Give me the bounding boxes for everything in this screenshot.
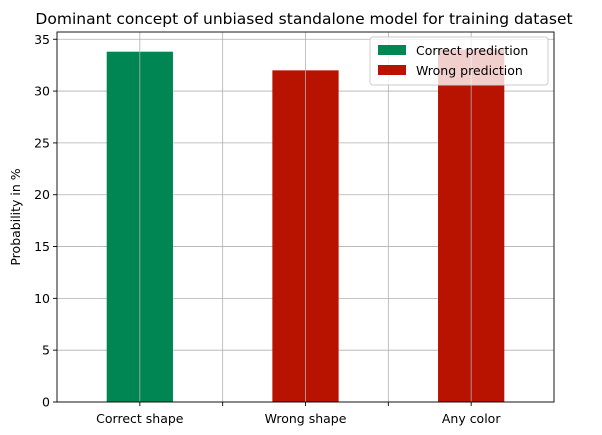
x-tick-label-0: Correct shape [96, 411, 184, 426]
x-tick-label-1: Wrong shape [265, 411, 347, 426]
x-axis-ticks: Correct shape Wrong shape Any color [96, 402, 501, 426]
legend-label-0: Correct prediction [416, 43, 528, 58]
y-axis-label: Probability in % [8, 168, 23, 265]
y-tick-label-3: 15 [34, 239, 50, 254]
chart-title: Dominant concept of unbiased standalone … [35, 10, 572, 28]
legend-swatch-0 [378, 45, 406, 55]
x-tick-label-2: Any color [442, 411, 501, 426]
vertical-grid-lines [139, 32, 472, 402]
legend-label-1: Wrong prediction [416, 63, 523, 78]
y-tick-label-2: 10 [34, 291, 50, 306]
y-tick-label-5: 25 [34, 135, 50, 150]
y-axis-ticks: 0 5 10 15 20 25 30 35 [34, 32, 57, 410]
y-tick-label-6: 30 [34, 84, 50, 99]
y-tick-label-1: 5 [42, 343, 50, 358]
y-tick-label-7: 35 [34, 32, 50, 47]
legend-swatch-1 [378, 65, 406, 75]
y-tick-label-0: 0 [42, 395, 50, 410]
legend-box [369, 36, 549, 86]
legend: Correct prediction Wrong prediction [369, 36, 549, 86]
y-tick-label-4: 20 [34, 187, 50, 202]
